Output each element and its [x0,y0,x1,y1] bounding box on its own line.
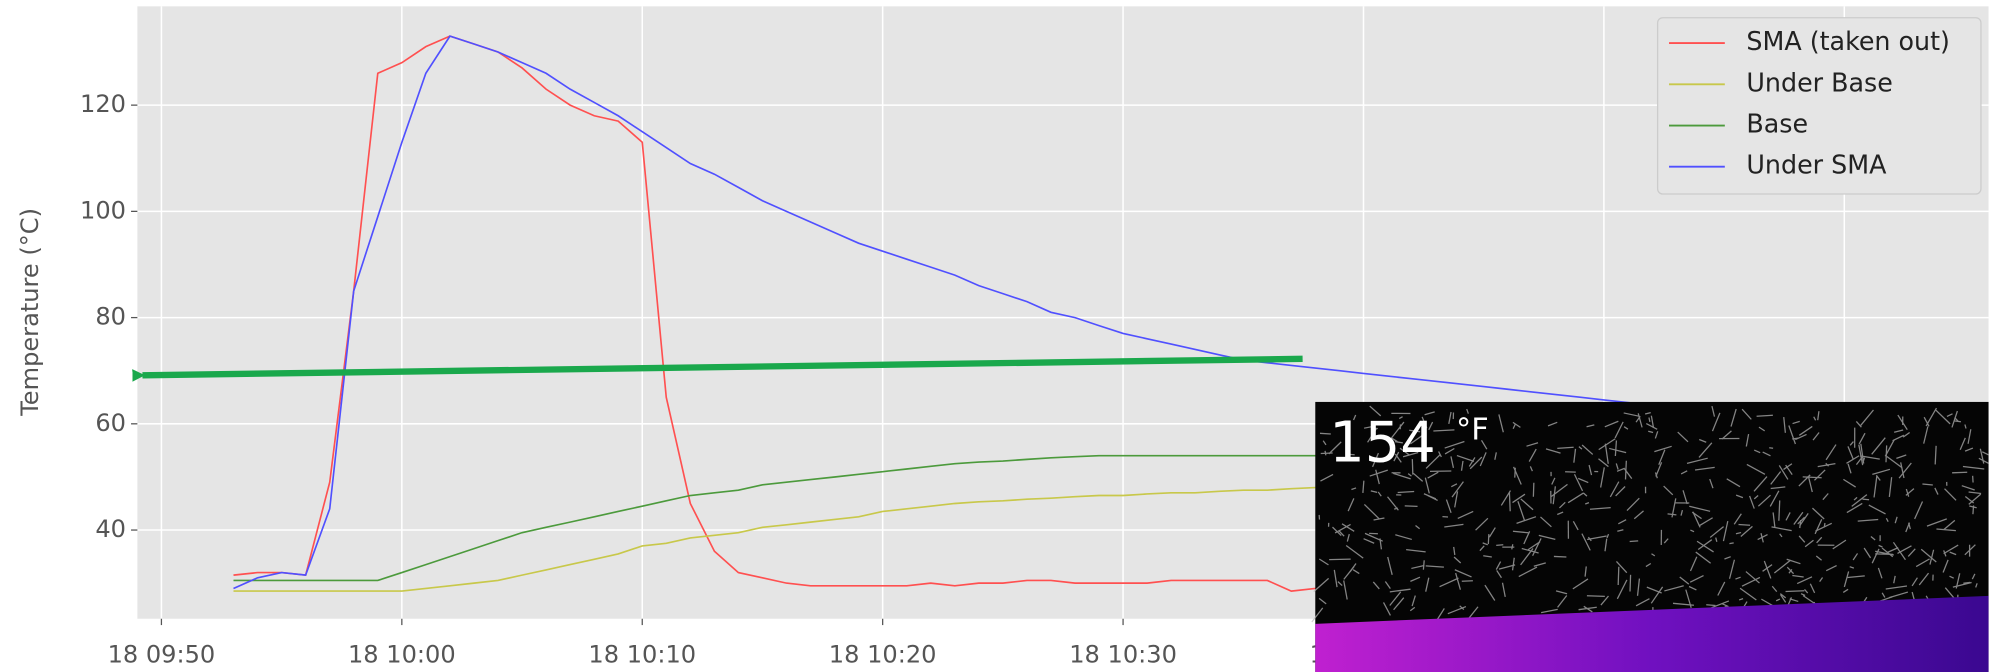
thermal-inset: 154 °F [1312,402,1989,672]
legend: SMA (taken out) Under Base Base Under SMA [1658,18,1981,194]
texture-stroke [1630,575,1631,592]
texture-stroke [1739,524,1751,525]
texture-stroke [1587,596,1605,597]
inset-reading: 154 [1329,410,1435,475]
texture-stroke [1706,605,1715,606]
y-axis-label: Temperature (°C) [16,208,44,417]
page: {"chart_data": {"type": "line", "y_label… [0,0,1989,672]
texture-stroke [1405,506,1418,507]
x-tick-label: 18 10:10 [588,641,696,669]
chart: 40 60 80 100 120 18 09:50 18 10:00 18 10:10 18 1… [0,0,1989,672]
y-tick-label: 120 [80,90,126,118]
texture-stroke [1786,591,1805,592]
legend-label: Under Base [1746,67,1892,97]
texture-stroke [1630,541,1639,542]
texture-stroke [1952,472,1967,473]
legend-label: Base [1746,109,1808,139]
legend-label: SMA (taken out) [1746,26,1950,56]
x-tick-label: 18 10:20 [829,641,937,669]
y-tick-label: 40 [95,515,126,543]
texture-stroke [1963,582,1970,583]
y-tick-label: 80 [95,303,126,331]
y-tick-label: 100 [80,196,126,224]
x-tick-label: 18 10:00 [348,641,456,669]
legend-label: Under SMA [1746,150,1887,180]
texture-stroke [1886,445,1887,462]
x-tick-label: 18 09:50 [108,641,216,669]
y-tick-label: 60 [95,409,126,437]
texture-stroke [1862,499,1869,500]
texture-stroke [1509,492,1510,511]
inset-unit: °F [1456,413,1489,448]
texture-stroke [1729,543,1733,544]
x-tick-label: 18 10:30 [1069,641,1177,669]
texture-stroke [1626,461,1627,480]
texture-stroke [1954,421,1961,422]
texture-stroke [1554,556,1566,557]
texture-stroke [1769,448,1773,449]
texture-stroke [1803,477,1822,478]
texture-stroke [1618,567,1619,585]
texture-stroke [1779,500,1780,520]
texture-stroke [1496,545,1503,546]
texture-stroke [1488,534,1489,544]
texture-stroke [1462,581,1473,582]
